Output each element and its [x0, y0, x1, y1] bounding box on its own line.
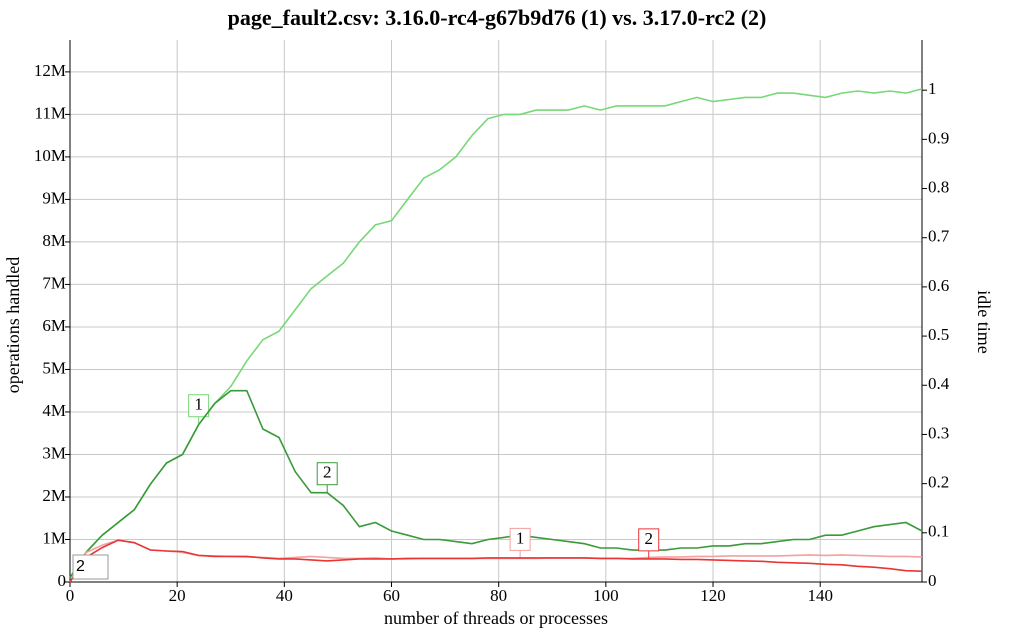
series-label: 1 — [194, 395, 203, 414]
y-axis-label: operations handled — [3, 257, 23, 393]
series-label-box — [638, 528, 660, 552]
inset-box — [72, 554, 109, 580]
y2-tick-label: 0.6 — [928, 276, 949, 295]
y-tick-label: 5M — [42, 358, 66, 377]
y-tick-label: 12M — [34, 61, 66, 80]
y-tick-label: 8M — [42, 231, 66, 250]
series-line — [69, 389, 923, 579]
y2-tick-label: 0.8 — [928, 177, 949, 196]
series-label-box — [316, 462, 338, 486]
y-tick-label: 10M — [34, 146, 66, 165]
x-tick-label: 120 — [700, 586, 726, 605]
y2-tick-label: 0.9 — [928, 128, 949, 147]
y-tick-label: 3M — [42, 443, 66, 462]
x-tick-label: 140 — [807, 586, 833, 605]
y2-axis-label: idle time — [974, 290, 994, 353]
series-label-box — [509, 527, 531, 551]
series-line — [69, 88, 923, 579]
x-tick-label: 100 — [593, 586, 619, 605]
y-tick-label: 2M — [42, 486, 66, 505]
series-line — [69, 539, 923, 583]
y2-tick-label: 0.5 — [928, 325, 949, 344]
y2-tick-label: 0.1 — [928, 522, 949, 541]
series-line — [69, 539, 923, 583]
y2-tick-label: 0 — [928, 571, 937, 590]
series-label: 1 — [516, 528, 525, 547]
x-axis-label: number of threads or processes — [384, 608, 608, 628]
y-tick-label: 4M — [42, 401, 66, 420]
y2-tick-label: 0.2 — [928, 473, 949, 492]
series-label: 2 — [644, 529, 653, 548]
y-tick-label: 0 — [58, 571, 67, 590]
x-tick-label: 20 — [169, 586, 186, 605]
series-label-box — [188, 394, 210, 418]
inset-label: 2 — [76, 558, 85, 575]
y2-tick-label: 1 — [928, 79, 937, 98]
y2-tick-label: 0.3 — [928, 423, 949, 442]
x-tick-label: 0 — [66, 586, 75, 605]
x-tick-label: 80 — [490, 586, 507, 605]
chart-title: page_fault2.csv: 3.16.0-rc4-g67b9d76 (1)… — [228, 5, 767, 30]
series-label: 2 — [323, 463, 332, 482]
y2-tick-label: 0.4 — [928, 374, 950, 393]
y-tick-label: 1M — [42, 528, 66, 547]
y-tick-label: 7M — [42, 273, 66, 292]
y2-tick-label: 0.7 — [928, 227, 950, 246]
y-tick-label: 6M — [42, 316, 66, 335]
x-tick-label: 40 — [276, 586, 293, 605]
y-tick-label: 11M — [35, 103, 67, 122]
x-tick-label: 60 — [383, 586, 400, 605]
y-tick-label: 9M — [42, 188, 66, 207]
